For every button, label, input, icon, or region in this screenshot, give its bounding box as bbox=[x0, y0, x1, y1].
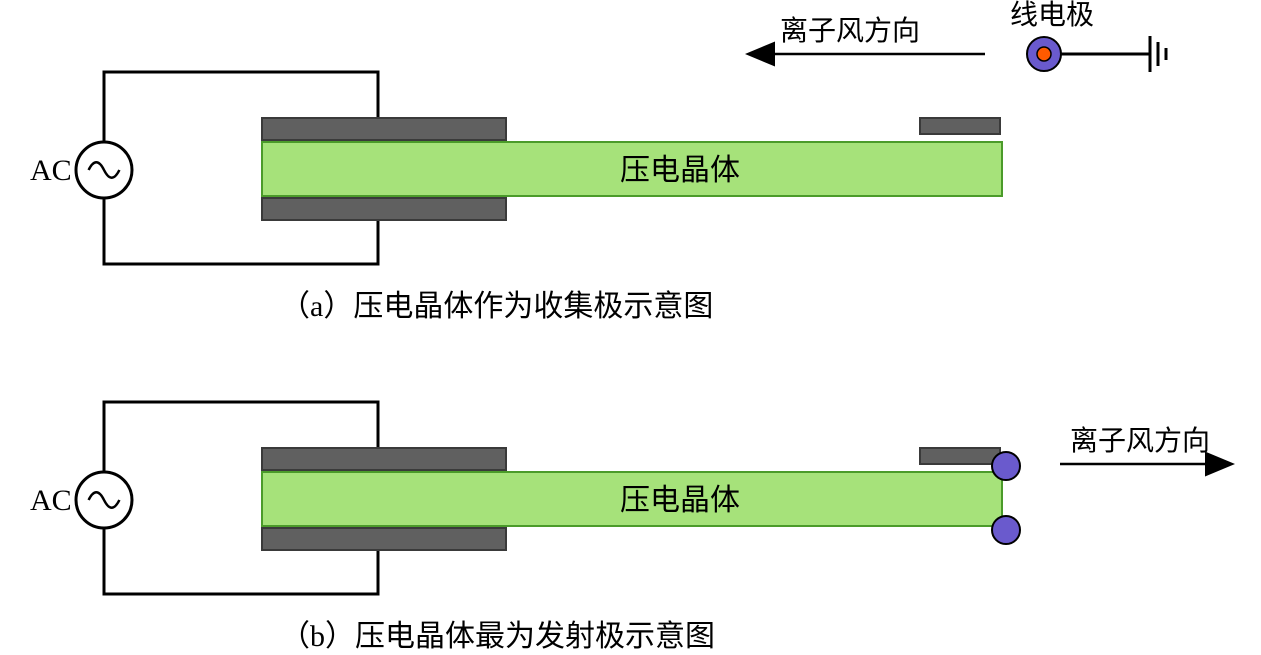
diagram-a: AC 压电晶体 离子风方向 线电极 （a）压电晶体作为收集极示意图 bbox=[30, 0, 1166, 323]
caption-b: （b）压电晶体最为发射极示意图 bbox=[280, 620, 715, 653]
wire-electrode-inner bbox=[1037, 47, 1051, 61]
diagram-b: AC 压电晶体 离子风方向 （b）压电晶体最为发射极示意图 bbox=[30, 402, 1230, 653]
ac-label: AC bbox=[30, 154, 72, 187]
caption-a: （a）压电晶体作为收集极示意图 bbox=[280, 290, 713, 323]
crystal-label-b: 压电晶体 bbox=[620, 484, 740, 517]
ac-label: AC bbox=[30, 484, 72, 517]
emitter-dot-bottom bbox=[992, 516, 1020, 544]
clamp-electrode-top bbox=[262, 118, 506, 140]
ion-wind-label-b: 离子风方向 bbox=[1070, 425, 1210, 457]
clamp-electrode-bottom bbox=[262, 528, 506, 550]
clamp-electrode-bottom bbox=[262, 198, 506, 220]
crystal-label-a: 压电晶体 bbox=[620, 154, 740, 187]
clamp-electrode-top bbox=[262, 448, 506, 470]
tip-electrode bbox=[920, 448, 1000, 464]
tip-electrode bbox=[920, 118, 1000, 134]
ion-wind-label-a: 离子风方向 bbox=[780, 15, 920, 47]
emitter-dot-top bbox=[992, 452, 1020, 480]
wire-electrode-label: 线电极 bbox=[1010, 0, 1094, 31]
